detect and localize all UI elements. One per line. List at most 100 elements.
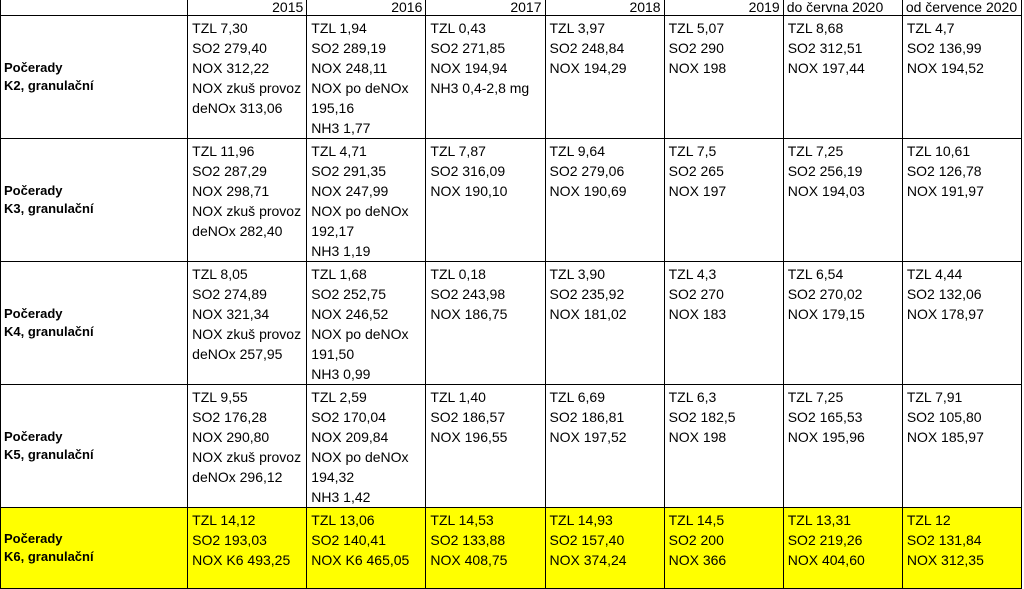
cell-value-line: TZL 9,55 bbox=[192, 389, 248, 405]
data-cell[interactable]: TZL 6,3 SO2 182,5 NOX 198 bbox=[663, 384, 784, 508]
data-cell[interactable]: TZL 13,06 SO2 140,41 NOX K6 465,05 bbox=[306, 507, 427, 589]
cell-value-line: TZL 6,3 bbox=[668, 389, 717, 405]
cell-value-line: SO2 131,84 bbox=[906, 532, 982, 548]
data-cell[interactable]: TZL 3,90 SO2 235,92 NOX 181,02 bbox=[544, 261, 665, 385]
row-label-line: K3, granulační bbox=[4, 201, 94, 216]
cell-value-line: TZL 7,5 bbox=[668, 143, 717, 159]
data-cell[interactable]: TZL 7,30 SO2 279,40 NOX 312,22 NOX zkuš pro… bbox=[187, 15, 308, 139]
data-cell[interactable]: TZL 9,55 SO2 176,28 NOX 290,80 NOX zkuš pro… bbox=[187, 384, 308, 508]
cell-value-line: SO2 165,53 bbox=[787, 409, 863, 425]
data-cell[interactable]: TZL 4,7 SO2 136,99 NOX 194,52 bbox=[901, 15, 1023, 139]
header-year-2015[interactable]: 2015 bbox=[187, 0, 308, 16]
cell-value-line: TZL 5,07 bbox=[668, 20, 725, 36]
cell-value-line: SO2 256,19 bbox=[787, 163, 863, 179]
cell-value-line: NOX po deNOx bbox=[311, 203, 409, 219]
cell-value-line: NOX po deNOx bbox=[311, 449, 409, 465]
row-label-line: K5, granulační bbox=[4, 447, 94, 462]
header-year-2019-cell[interactable]: 2019 bbox=[663, 0, 784, 16]
cell-value-line: NH3 0,4-2,8 mg bbox=[430, 80, 530, 96]
cell-value-line: NOX 197,44 bbox=[787, 60, 865, 76]
data-cell[interactable]: TZL 13,31 SO2 219,26 NOX 404,60 bbox=[782, 507, 903, 589]
data-cell[interactable]: TZL 4,3 SO2 270 NOX 183 bbox=[663, 261, 784, 385]
data-cell[interactable]: TZL 1,94 SO2 289,19 NOX 248,11 NOX po deNOx… bbox=[306, 15, 427, 139]
data-cell[interactable]: TZL 6,69 SO2 186,81 NOX 197,52 bbox=[544, 384, 665, 508]
cell-value-line: TZL 7,25 bbox=[787, 143, 844, 159]
cell-value-line: NOX 246,52 bbox=[311, 306, 389, 322]
data-cell[interactable]: TZL 7,91 SO2 105,80 NOX 185,97 bbox=[901, 384, 1023, 508]
cell-value-line: TZL 1,40 bbox=[430, 389, 486, 405]
cell-value-line: TZL 7,87 bbox=[430, 143, 486, 159]
data-cell[interactable]: TZL 7,5 SO2 265 NOX 197 bbox=[663, 138, 784, 262]
cell-value-line: NOX 194,03 bbox=[787, 183, 865, 199]
cell-value-line: TZL 12 bbox=[906, 512, 951, 528]
cell-value-line: NOX 312,35 bbox=[906, 552, 984, 568]
cell-value-line: NOX 198 bbox=[668, 60, 727, 76]
data-cell[interactable]: TZL 1,68 SO2 252,75 NOX 246,52 NOX po deNOx… bbox=[306, 261, 427, 385]
data-cell[interactable]: TZL 8,68 SO2 312,51 NOX 197,44 bbox=[782, 15, 903, 139]
data-cell[interactable]: TZL 3,97 SO2 248,84 NOX 194,29 bbox=[544, 15, 665, 139]
row-label-cell[interactable]: Počerady K3, granulační bbox=[0, 138, 189, 262]
cell-value-line: TZL 0,18 bbox=[430, 266, 486, 282]
data-cell[interactable]: TZL 2,59 SO2 170,04 NOX 209,84 NOX po deNOx… bbox=[306, 384, 427, 508]
cell-value-line: NOX zkuš provoz bbox=[192, 80, 302, 96]
cell-value-line: TZL 14,93 bbox=[549, 512, 613, 528]
data-cell[interactable]: TZL 1,40 SO2 186,57 NOX 196,55 bbox=[425, 384, 546, 508]
cell-value-line: SO2 287,29 bbox=[192, 163, 267, 179]
cell-value-line: TZL 7,30 bbox=[192, 20, 248, 36]
cell-value-line: deNOx 296,12 bbox=[192, 469, 283, 485]
cell-value-line: TZL 8,05 bbox=[192, 266, 248, 282]
table-row: Počerady K4, granulační TZL 8,05 SO2 274,89… bbox=[0, 261, 1023, 385]
data-cell[interactable]: TZL 14,53 SO2 133,88 NOX 408,75 bbox=[425, 507, 546, 589]
data-cell[interactable]: TZL 0,18 SO2 243,98 NOX 186,75 bbox=[425, 261, 546, 385]
header-period-1[interactable]: do června 2020 bbox=[782, 0, 903, 16]
table-row: Počerady K6, granulační TZL 14,12 SO2 193,0… bbox=[0, 507, 1023, 589]
cell-value-line: NOX 190,69 bbox=[549, 183, 627, 199]
data-cell[interactable]: TZL 7,25 SO2 165,53 NOX 195,96 bbox=[782, 384, 903, 508]
data-cell[interactable]: TZL 11,96 SO2 287,29 NOX 298,71 NOX zkuš pr… bbox=[187, 138, 308, 262]
data-cell[interactable]: TZL 14,12 SO2 193,03 NOX K6 493,25 bbox=[187, 507, 308, 589]
data-cell[interactable]: TZL 7,87 SO2 316,09 NOX 190,10 bbox=[425, 138, 546, 262]
data-cell[interactable]: TZL 12 SO2 131,84 NOX 312,35 bbox=[901, 507, 1023, 589]
cell-value-line: NOX 191,97 bbox=[906, 183, 984, 199]
cell-value-line: NOX 181,02 bbox=[549, 306, 627, 322]
data-cell[interactable]: TZL 4,71 SO2 291,35 NOX 247,99 NOX po deNOx… bbox=[306, 138, 427, 262]
cell-value-line: TZL 3,90 bbox=[549, 266, 606, 282]
table-row: Počerady K5, granulační TZL 9,55 SO2 176,28… bbox=[0, 384, 1023, 508]
data-cell[interactable]: TZL 0,43 SO2 271,85 NOX 194,94 NH3 0,4-2,8 … bbox=[425, 15, 546, 139]
cell-value-line: NOX K6 493,25 bbox=[192, 552, 291, 568]
header-period-2[interactable]: od července 2020 bbox=[901, 0, 1023, 16]
cell-value-line: NOX zkuš provoz bbox=[192, 449, 302, 465]
header-year-2017[interactable]: 2017 bbox=[425, 0, 546, 16]
data-cell[interactable]: TZL 9,64 SO2 279,06 NOX 190,69 bbox=[544, 138, 665, 262]
row-label-cell[interactable]: Počerady K5, granulační bbox=[0, 384, 189, 508]
cell-value-line: NOX 209,84 bbox=[311, 429, 389, 445]
data-cell[interactable]: TZL 6,54 SO2 270,02 NOX 179,15 bbox=[782, 261, 903, 385]
data-cell[interactable]: TZL 5,07 SO2 290 NOX 198 bbox=[663, 15, 784, 139]
row-label-line: K6, granulační bbox=[4, 549, 94, 564]
cell-value-line: NOX 195,96 bbox=[787, 429, 865, 445]
cell-value-line: NOX 194,52 bbox=[906, 60, 984, 76]
header-year-2018[interactable]: 2018 bbox=[544, 0, 665, 16]
cell-value-line: NOX 179,15 bbox=[787, 306, 865, 322]
row-label-cell[interactable]: Počerady K4, granulační bbox=[0, 261, 189, 385]
cell-value-line: NOX zkuš provoz bbox=[192, 326, 302, 342]
data-cell[interactable]: TZL 14,5 SO2 200 NOX 366 bbox=[663, 507, 784, 589]
data-cell[interactable]: TZL 10,61 SO2 126,78 NOX 191,97 bbox=[901, 138, 1023, 262]
row-label-cell[interactable]: Počerady K6, granulační bbox=[0, 507, 189, 589]
data-cell[interactable]: TZL 14,93 SO2 157,40 NOX 374,24 bbox=[544, 507, 665, 589]
cell-value-line: TZL 2,59 bbox=[311, 389, 367, 405]
cell-value-line: NOX 408,75 bbox=[430, 552, 508, 568]
data-cell[interactable]: TZL 8,05 SO2 274,89 NOX 321,34 NOX zkuš pro… bbox=[187, 261, 308, 385]
cell-value-line: SO2 312,51 bbox=[787, 40, 863, 56]
cell-value-line: NOX 298,71 bbox=[192, 183, 270, 199]
header-corner-cell[interactable] bbox=[0, 0, 189, 16]
header-year-2016[interactable]: 2016 bbox=[306, 0, 427, 16]
cell-value-line: NOX 197 bbox=[668, 183, 727, 199]
data-cell[interactable]: TZL 7,25 SO2 256,19 NOX 194,03 bbox=[782, 138, 903, 262]
cell-value-line: NOX po deNOx bbox=[311, 326, 409, 342]
row-label-cell[interactable]: Počerady K2, granulační bbox=[0, 15, 189, 139]
cell-value-line: SO2 279,06 bbox=[549, 163, 625, 179]
data-cell[interactable]: TZL 4,44 SO2 132,06 NOX 178,97 bbox=[901, 261, 1023, 385]
cell-value-line: TZL 6,54 bbox=[787, 266, 844, 282]
